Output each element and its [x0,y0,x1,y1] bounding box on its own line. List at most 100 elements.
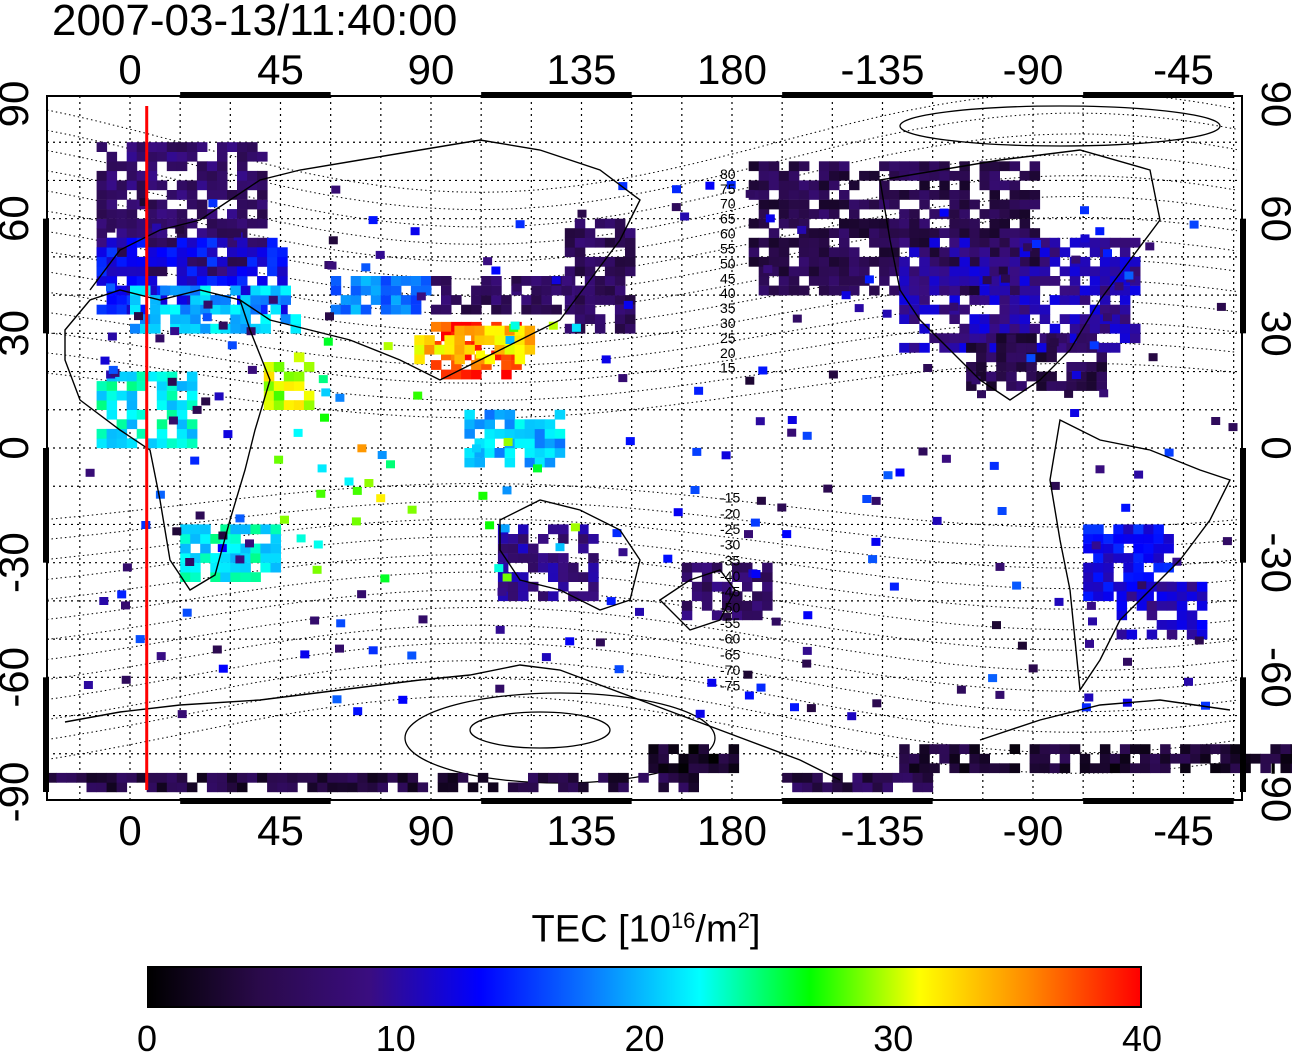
contour-label-north: 40 [720,285,736,301]
tec-cell [475,326,486,336]
tec-cell [277,247,288,257]
tec-cell [97,200,108,210]
tec-cell [919,161,930,171]
tec-cell [702,601,713,611]
tec-cell [799,247,810,257]
tec-cell [658,773,669,783]
tec-cell [170,327,179,335]
tec-cell [572,324,581,332]
tec-cell [909,314,920,324]
tec-cell [240,572,251,582]
contour-label-south: -30 [720,537,740,553]
tec-cell [849,200,860,210]
tec-cell [859,200,870,210]
tec-cell [689,744,700,754]
tec-cell [879,257,890,267]
tec-cell [605,219,616,229]
tec-cell [1030,305,1041,315]
tec-cell [1210,763,1221,773]
tec-cell [448,773,459,783]
tec-cell [689,754,700,764]
tec-cell [107,305,118,315]
tec-cell [371,276,382,286]
tec-cell [1197,601,1208,611]
tec-cell [1197,591,1208,601]
tec-cell [883,310,892,318]
tec-cell [521,305,532,315]
tec-cell [548,553,559,563]
tec-cell [197,238,208,248]
tec-cell [1030,228,1041,238]
tec-cell [957,686,966,694]
tec-cell [217,142,228,152]
tec-cell [431,322,442,332]
tec-cell [1103,553,1114,563]
tec-cell [207,782,218,792]
tec-cell [829,228,840,238]
tec-cell [247,266,258,276]
tec-cell [742,582,753,592]
tec-cell [1097,352,1108,362]
tec-cell [1060,763,1071,773]
tec-cell [1103,563,1114,573]
tec-cell [157,773,168,783]
tec-cell [879,276,890,286]
tec-cell [1040,744,1051,754]
tec-cell [127,161,138,171]
tec-cell [879,161,890,171]
tec-cell [990,219,1001,229]
tec-cell [157,266,168,276]
tec-cell [749,161,760,171]
tec-cell [585,295,596,305]
tec-cell [913,773,924,783]
tec-cell [167,257,178,267]
tec-cell [909,276,920,286]
tec-cell [471,305,482,315]
tec-cell [779,238,790,248]
tec-cell [217,773,228,783]
tec-cell [419,615,428,623]
tec-cell [899,209,910,219]
tec-cell [1153,553,1164,563]
tec-cell [97,391,108,401]
tec-cell [980,209,991,219]
tec-cell [1020,286,1031,296]
tec-cell [147,152,158,162]
tec-cell [679,773,690,783]
tec-cell [1123,553,1134,563]
tec-cell [889,200,900,210]
tec-cell [167,209,178,219]
tec-cell [615,324,626,334]
tec-cell [1177,601,1188,611]
tec-cell [1087,602,1096,610]
tec-cell [749,219,760,229]
tec-cell [625,324,636,334]
tec-cell [939,257,950,267]
tec-cell [929,171,940,181]
tec-cell [699,754,710,764]
tec-cell [959,180,970,190]
lon-tick-bottom: 180 [697,807,767,854]
tec-cell [1080,286,1091,296]
tec-cell [190,295,201,305]
tec-cell [107,410,118,420]
contour-label-north: 50 [720,255,736,271]
tec-cell [281,286,292,296]
tec-cell [988,674,997,682]
tec-cell [1020,171,1031,181]
tec-cell [97,142,108,152]
tec-cell [819,247,830,257]
tec-cell [528,563,539,573]
tec-cell [1000,200,1011,210]
tec-cell [208,199,217,207]
tec-cell [990,462,999,470]
tec-cell [464,429,475,439]
tec-cell [157,419,168,429]
tec-cell [615,314,626,324]
tec-cell [496,626,505,634]
tec-cell [371,295,382,305]
tec-cell [257,276,268,286]
tec-cell [969,324,980,334]
tec-cell [250,524,261,534]
tec-cell [97,400,108,410]
